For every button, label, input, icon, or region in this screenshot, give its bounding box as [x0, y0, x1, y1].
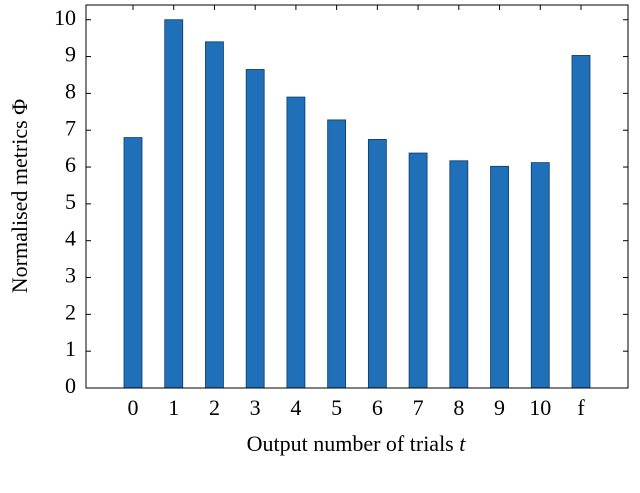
x-tick-label: 6 [372, 395, 383, 420]
bar [367, 139, 387, 389]
plot-frame [85, 4, 629, 389]
x-tick-label: 2 [209, 395, 220, 420]
x-axis-label: Output number of trials t [247, 431, 467, 456]
bar [286, 96, 306, 389]
y-tick-label: 4 [65, 226, 76, 251]
y-tick-label: 0 [65, 373, 76, 398]
y-tick-label: 9 [65, 42, 76, 67]
x-tick-label: 0 [128, 395, 139, 420]
x-tick-label: 8 [453, 395, 464, 420]
y-tick-label: 2 [65, 299, 76, 324]
bar [327, 119, 347, 389]
y-tick-label: 10 [54, 5, 76, 30]
bar [490, 165, 509, 389]
x-tick-label: 9 [494, 395, 505, 420]
x-tick-label: 3 [250, 395, 261, 420]
y-tick-label: 8 [65, 78, 76, 103]
bar [245, 69, 265, 389]
y-axis-label: Normalised metrics Φ [7, 99, 32, 293]
y-tick-label: 1 [65, 336, 76, 361]
x-tick-label: f [577, 395, 585, 420]
bar [164, 19, 184, 389]
y-tick-label: 6 [65, 152, 76, 177]
bar [408, 152, 428, 389]
y-tick-label: 3 [65, 263, 76, 288]
x-tick-label: 5 [331, 395, 342, 420]
x-tick-label: 4 [290, 395, 301, 420]
y-tick-label: 5 [65, 189, 76, 214]
bar [530, 162, 550, 389]
bar [571, 55, 591, 389]
y-tick-label: 7 [65, 115, 76, 140]
x-axis-label-var: t [459, 431, 466, 456]
x-tick-label: 10 [529, 395, 551, 420]
bar [123, 137, 143, 389]
x-axis-label-text: Output number of trials [247, 431, 454, 456]
x-tick-label: 7 [413, 395, 424, 420]
bar [205, 41, 224, 389]
x-tick-label: 1 [168, 395, 179, 420]
bar [449, 160, 469, 389]
